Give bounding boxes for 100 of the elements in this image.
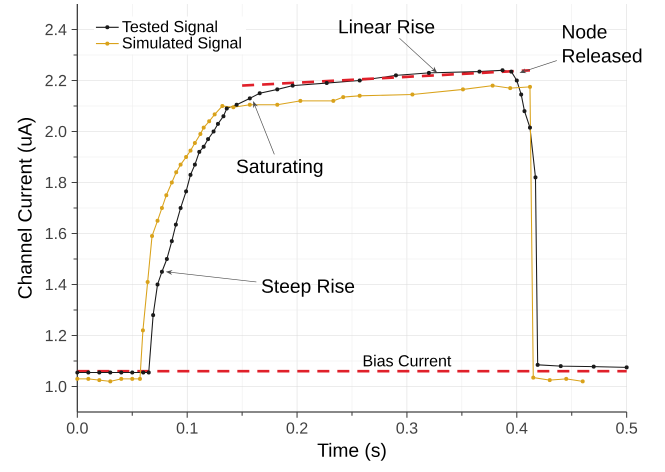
point [151,313,156,318]
point [108,379,112,384]
point [192,140,197,145]
x-tick-label: 0.0 [66,422,88,434]
point [97,370,102,374]
annotation: Steep Rise [262,278,354,297]
y-tick-label: 1.6 [46,228,66,240]
point [275,87,280,92]
point [174,170,178,174]
annotation: Saturating [236,159,322,177]
point [248,96,252,100]
point [86,370,90,374]
y-tick-label: 1.8 [46,176,66,188]
point [207,119,212,124]
point [231,105,236,110]
point [164,193,168,198]
point [477,70,482,74]
point [536,362,540,367]
point [86,376,90,381]
point [298,98,302,103]
point [184,189,188,194]
point [97,378,102,382]
point [528,84,532,89]
point [164,257,169,261]
point [174,222,178,227]
point [358,78,362,82]
point [324,81,329,86]
point [490,84,495,88]
point [184,155,188,159]
x-axis-title: Time (s) [318,442,386,461]
point [192,162,197,167]
point [580,379,585,384]
point [216,122,220,126]
point [548,378,552,382]
point [248,102,252,107]
point [138,376,142,381]
point [130,376,134,381]
x-tick-label: 0.4 [506,422,528,434]
point [160,206,164,210]
point [624,365,629,370]
point [531,376,536,380]
point [509,70,514,74]
point [197,150,202,154]
point [170,180,174,184]
point [75,370,80,374]
point [198,132,202,136]
point [156,218,160,223]
y-tick-label: 1.2 [46,330,66,342]
point [75,376,80,381]
x-tick-label: 0.2 [286,422,308,434]
annotation: Linear Rise [340,19,434,34]
point [410,92,414,97]
point [564,376,568,381]
point [508,86,512,90]
point [212,112,217,116]
y-tick-label: 2.0 [45,126,66,138]
x-tick-label: 0.5 [616,422,638,434]
point [221,114,226,118]
point [108,370,112,374]
y-axis-title: Channel Current (uA) [18,118,36,298]
point [140,328,145,332]
point [170,239,174,244]
y-tick-label: 2.4 [45,24,66,36]
y-tick-label: 1.4 [46,279,66,290]
x-tick-label: 0.3 [396,422,418,434]
point [519,92,524,97]
point [394,73,398,78]
annotation: Node Released [563,24,642,63]
point [119,376,124,381]
point [146,370,151,374]
point [533,175,538,180]
point [178,162,183,167]
point [528,126,532,130]
point [258,91,262,96]
point [341,95,346,100]
point [146,280,150,284]
x-tick-label: 0.1 [176,422,198,434]
y-tick-label: 2.2 [45,74,66,86]
point [202,144,206,149]
point [188,148,192,153]
point [426,70,431,75]
point [212,130,216,134]
y-tick-label: 1.0 [46,380,66,392]
point [188,172,192,177]
point [130,370,134,374]
point [178,206,183,210]
legend-label: Tested Signal [122,20,217,36]
point [202,126,206,130]
point [150,234,154,238]
point [220,104,224,108]
legend-label: Simulated Signal [122,36,241,52]
point [141,370,146,374]
ref-line-label: Bias Current [364,354,452,366]
point [160,270,164,274]
point [522,109,526,114]
point [500,68,505,72]
point [558,364,563,368]
point [224,106,229,111]
point [119,370,124,374]
point [331,98,336,103]
